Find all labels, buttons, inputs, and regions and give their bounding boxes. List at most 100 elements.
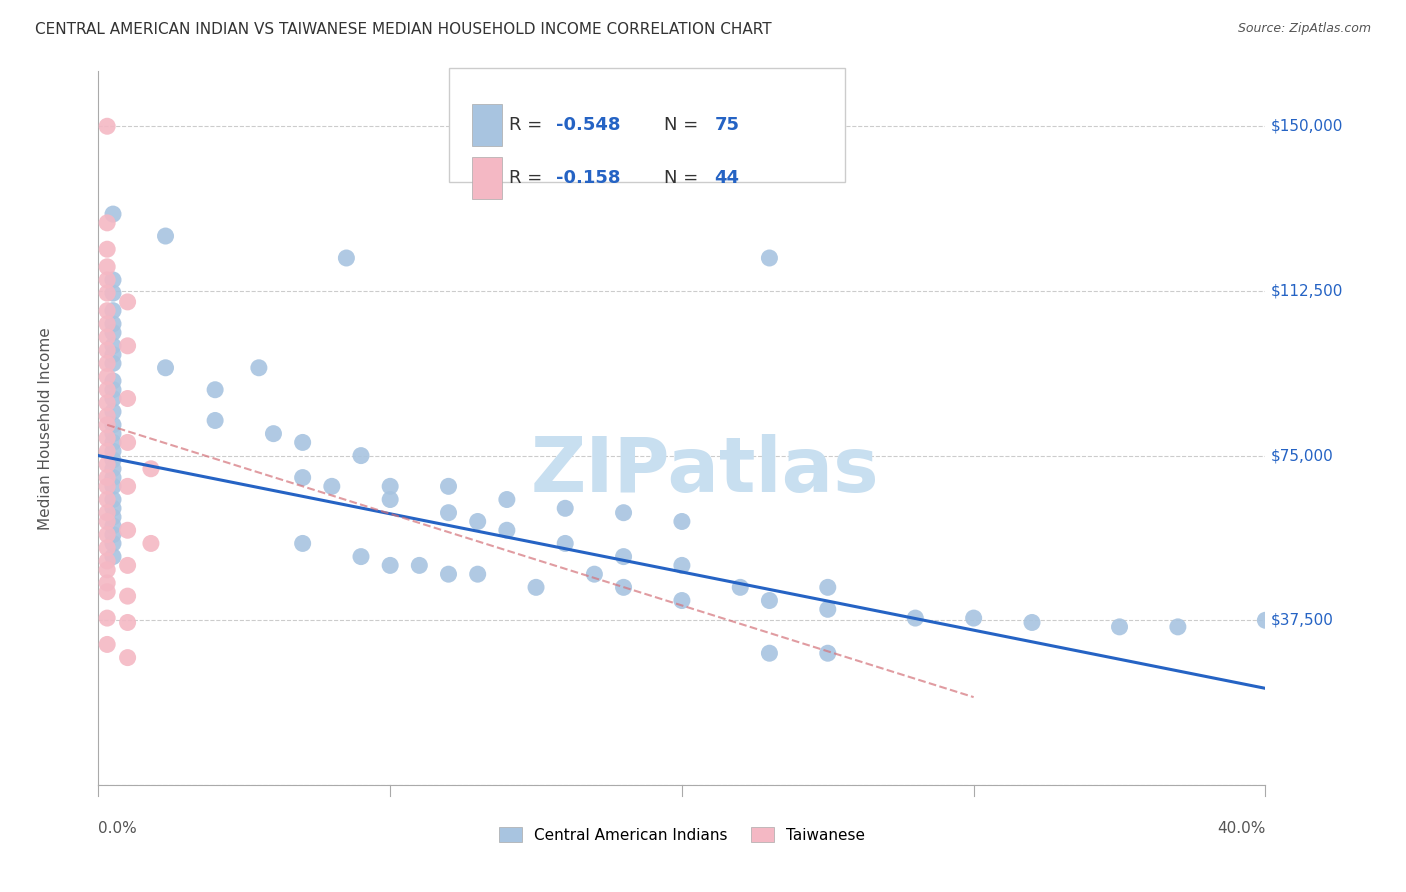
Point [758, 251, 780, 265]
Point [671, 515, 693, 529]
Point [408, 558, 430, 573]
Point [96, 286, 118, 301]
Point [101, 326, 124, 340]
FancyBboxPatch shape [449, 68, 845, 182]
Point [612, 506, 634, 520]
Point [96, 273, 118, 287]
Point [1254, 613, 1277, 627]
Point [291, 536, 314, 550]
Point [291, 470, 314, 484]
Text: N =: N = [665, 169, 704, 187]
Point [96, 343, 118, 358]
Point [101, 405, 124, 419]
Point [155, 229, 177, 244]
Point [101, 356, 124, 370]
Point [101, 492, 124, 507]
Point [96, 396, 118, 410]
Point [524, 580, 547, 594]
Point [101, 348, 124, 362]
Point [1108, 620, 1130, 634]
Point [96, 409, 118, 423]
Point [817, 580, 839, 594]
Point [496, 523, 519, 537]
Point [262, 426, 284, 441]
Point [101, 479, 124, 493]
Point [96, 356, 118, 370]
Point [350, 549, 373, 564]
Point [96, 637, 118, 651]
Point [101, 444, 124, 458]
Point [96, 383, 118, 397]
Point [904, 611, 927, 625]
Point [101, 453, 124, 467]
Point [96, 492, 118, 507]
Point [101, 426, 124, 441]
Point [96, 330, 118, 344]
Point [96, 431, 118, 445]
Point [321, 479, 343, 493]
Point [671, 593, 693, 607]
Point [554, 501, 576, 516]
Point [467, 515, 489, 529]
Point [96, 541, 118, 555]
Point [817, 646, 839, 660]
Point [117, 294, 139, 309]
Text: 40.0%: 40.0% [1218, 821, 1265, 836]
Point [583, 567, 606, 582]
Point [350, 449, 373, 463]
Point [101, 527, 124, 541]
Point [101, 273, 124, 287]
Point [335, 251, 357, 265]
Point [96, 611, 118, 625]
Point [96, 458, 118, 472]
Point [96, 417, 118, 432]
Text: R =: R = [509, 116, 548, 134]
Point [117, 615, 139, 630]
Point [96, 563, 118, 577]
Point [117, 339, 139, 353]
Point [101, 317, 124, 331]
Point [671, 558, 693, 573]
Point [101, 417, 124, 432]
Point [380, 479, 402, 493]
Point [96, 515, 118, 529]
Point [96, 303, 118, 318]
Point [101, 339, 124, 353]
Point [96, 317, 118, 331]
Point [96, 369, 118, 384]
Point [758, 646, 780, 660]
Point [101, 470, 124, 484]
Text: 75: 75 [714, 116, 740, 134]
Text: $112,500: $112,500 [1271, 284, 1344, 299]
Point [101, 303, 124, 318]
Point [101, 207, 124, 221]
Point [96, 444, 118, 458]
Point [101, 549, 124, 564]
Point [554, 536, 576, 550]
Point [96, 120, 118, 134]
Point [101, 510, 124, 524]
Point [101, 536, 124, 550]
Point [101, 501, 124, 516]
Point [101, 392, 124, 406]
Text: 0.0%: 0.0% [98, 821, 138, 836]
Point [247, 360, 270, 375]
Point [96, 479, 118, 493]
Point [496, 492, 519, 507]
Point [117, 558, 139, 573]
Point [96, 527, 118, 541]
Point [962, 611, 984, 625]
Point [291, 435, 314, 450]
Point [96, 216, 118, 230]
Text: Source: ZipAtlas.com: Source: ZipAtlas.com [1237, 22, 1371, 36]
Point [204, 413, 226, 427]
Point [139, 462, 162, 476]
Point [1167, 620, 1189, 634]
Text: R =: R = [509, 169, 548, 187]
Point [612, 549, 634, 564]
Point [101, 435, 124, 450]
Point [380, 492, 402, 507]
Point [467, 567, 489, 582]
Legend: Central American Indians, Taiwanese: Central American Indians, Taiwanese [494, 821, 870, 848]
Point [117, 435, 139, 450]
